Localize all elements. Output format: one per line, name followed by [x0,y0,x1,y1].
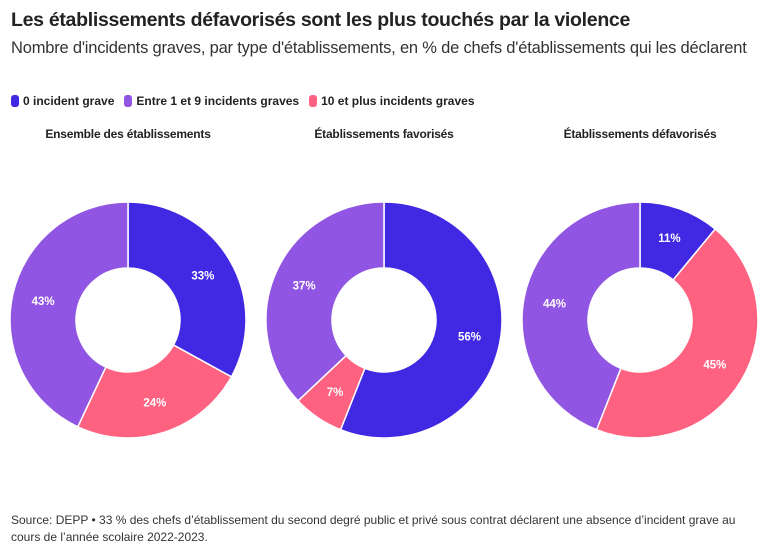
slice-label-10-et-plus-incidents-graves: 45% [703,359,726,371]
legend-swatch-1-9-incidents [124,95,133,107]
legend: 0 incident grave Entre 1 et 9 incidents … [11,94,475,108]
source-note: Source: DEPP • 33 % des chefs d’établiss… [11,513,736,544]
donut-defavorises: 11% 45% 44% [521,201,759,439]
legend-swatch-10-plus-incidents [309,95,318,107]
panel-title-defavorises: Établissements défavorisés [563,127,717,141]
slice-entre-1-et-9-incidents-graves[interactable] [9,201,129,428]
slice-entre-1-et-9-incidents-graves[interactable] [521,201,641,431]
legend-label: Entre 1 et 9 incidents graves [136,94,300,108]
slice-10-et-plus-incidents-graves[interactable] [595,228,759,439]
legend-item-1-9-incidents[interactable]: Entre 1 et 9 incidents graves [124,94,299,108]
legend-swatch-0-incident [11,95,19,107]
slice-label-0-incident-grave: 56% [458,331,481,343]
slice-entre-1-et-9-incidents-graves[interactable] [265,201,385,402]
slice-label-10-et-plus-incidents-graves: 7% [327,387,344,399]
slice-10-et-plus-incidents-graves[interactable] [76,344,233,439]
slice-label-entre-1-et-9-incidents-graves: 37% [293,280,316,292]
donut-favorises: 56% 7% 37% [265,201,503,439]
legend-label: 0 incident grave [23,94,115,108]
legend-label: 10 et plus incidents graves [321,94,475,108]
slice-label-0-incident-grave: 33% [191,271,214,283]
panel-title-ensemble: Ensemble des établissements [45,127,211,141]
slice-0-incident-grave[interactable] [339,201,503,439]
chart-title: Les établissements défavorisés sont les … [11,9,631,31]
slice-label-entre-1-et-9-incidents-graves: 44% [543,299,566,311]
legend-item-0-incident[interactable]: 0 incident grave [11,94,114,108]
chart-subtitle: Nombre d'incidents graves, par type d'ét… [11,39,747,57]
legend-item-10-plus-incidents[interactable]: 10 et plus incidents graves [309,94,475,108]
slice-0-incident-grave[interactable] [127,201,247,378]
donut-ensemble: 33% 24% 43% [9,201,247,439]
panel-title-favorises: Établissements favorisés [314,127,454,141]
slice-label-entre-1-et-9-incidents-graves: 43% [32,296,55,308]
slice-label-0-incident-grave: 11% [658,233,680,245]
slice-label-10-et-plus-incidents-graves: 24% [143,398,166,410]
